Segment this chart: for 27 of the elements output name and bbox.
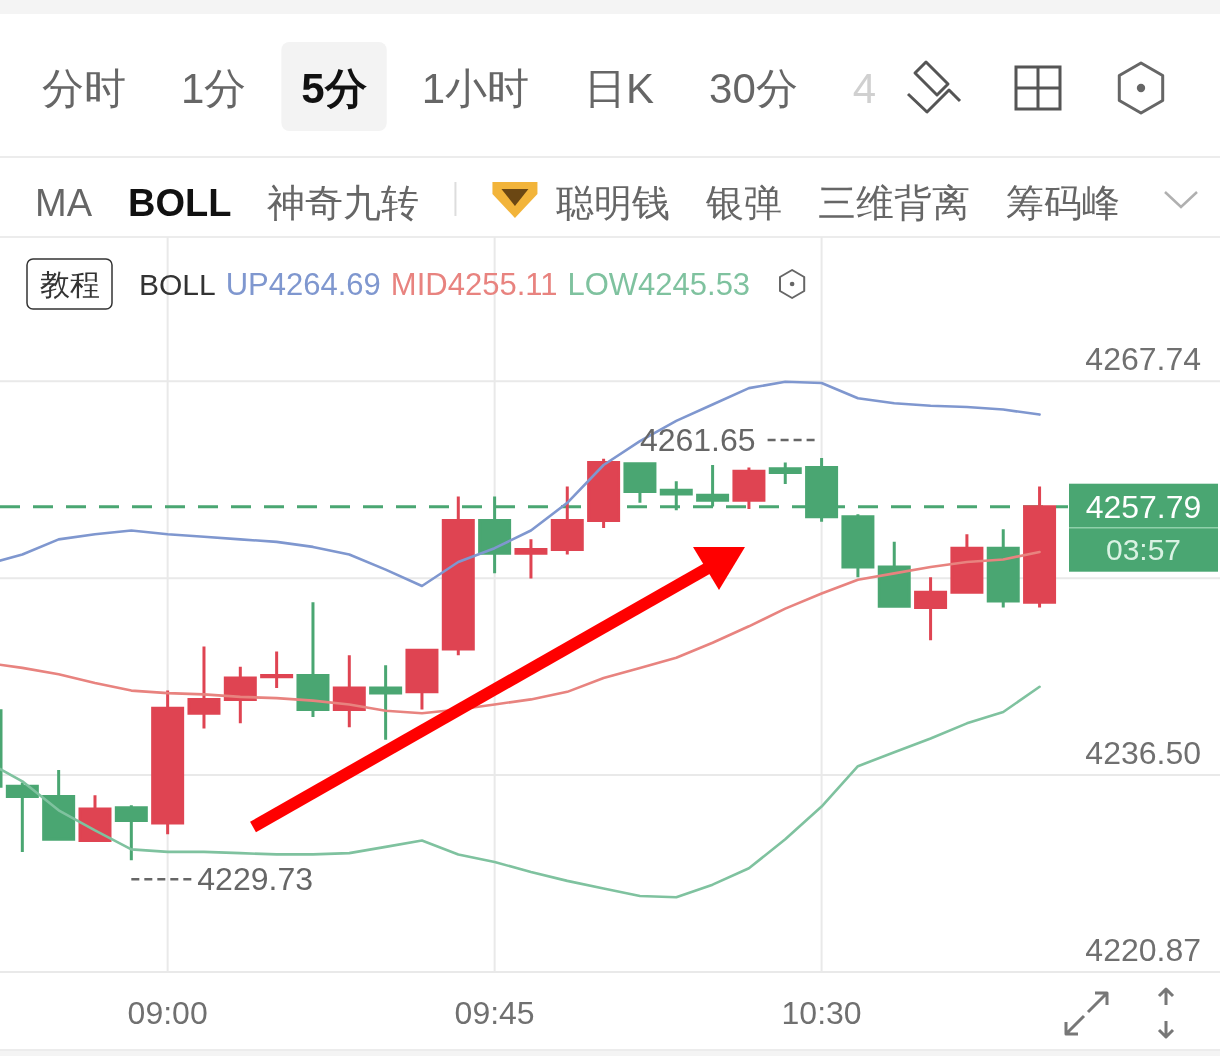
annotation: 4229.73: [197, 861, 313, 898]
text: 筹码峰: [1006, 182, 1121, 224]
annotation: 教程: [39, 267, 100, 301]
y-tick-label: 4220.87: [1085, 932, 1201, 968]
text: 1小时: [421, 64, 530, 112]
y-tick-label: 4267.74: [1085, 341, 1201, 378]
annotation: 4261.65: [639, 422, 756, 459]
text: MA: [35, 182, 93, 224]
y-tick-label: 4236.50: [1085, 735, 1201, 772]
text: 聪明钱: [556, 182, 671, 224]
text: 日K: [584, 64, 655, 112]
button: 教程: [26, 258, 113, 310]
x-tick-label: 10:30: [781, 995, 862, 1031]
text: BOLL: [128, 182, 232, 224]
text: 30分: [709, 64, 798, 112]
text: 神奇九转: [267, 182, 420, 224]
text: 分时: [42, 64, 126, 112]
text: 银弹: [705, 182, 783, 224]
x-tick-label: 09:45: [454, 995, 535, 1031]
x-tick-label: 09:00: [127, 995, 208, 1031]
annotation: 4261.65: [639, 422, 815, 459]
legend: BOLL UP4264.69 MID4255.11 LOW4245.53: [139, 266, 751, 302]
text: 1分: [181, 64, 247, 112]
price-tag: 4257.79 03:57: [1068, 483, 1219, 572]
text: 5分: [301, 64, 367, 112]
annotation: 4229.73: [131, 861, 313, 898]
text: 三维背离: [818, 182, 971, 224]
